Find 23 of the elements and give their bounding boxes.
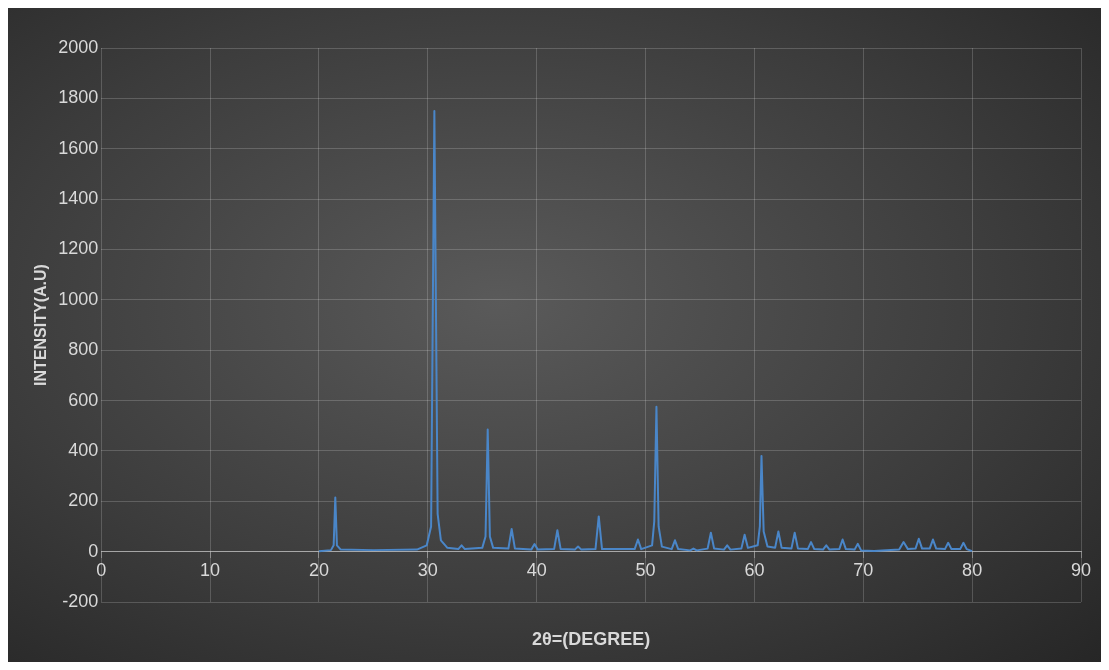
x-tick-label: 20	[308, 560, 329, 581]
y-tick-label: 0	[88, 540, 99, 561]
x-tick-label: 10	[200, 560, 221, 581]
x-tick-label: 40	[526, 560, 547, 581]
y-tick-label: 1800	[58, 87, 99, 108]
y-tick-label: 1000	[58, 288, 99, 309]
y-axis-title: INTENSITY(A.U)	[32, 264, 50, 386]
x-tick-label: 70	[853, 560, 874, 581]
y-tick-label: -200	[62, 590, 99, 611]
y-tick-label: 400	[68, 439, 99, 460]
y-tick-label: 800	[68, 339, 99, 360]
y-tick-label: 1400	[58, 188, 99, 209]
x-tick-label: 60	[744, 560, 765, 581]
y-tick-label: 1600	[58, 137, 99, 158]
y-tick-label: 600	[68, 389, 99, 410]
x-tick-label: 50	[635, 560, 656, 581]
y-tick-label: 1200	[58, 238, 99, 259]
y-tick-label: 200	[68, 490, 99, 511]
y-tick-label: 2000	[58, 36, 99, 57]
x-tick-label: 30	[417, 560, 438, 581]
x-tick-label: 90	[1070, 560, 1092, 581]
x-tick-label: 80	[962, 560, 983, 581]
x-axis-title: 2θ=(DEGREE)	[531, 628, 651, 649]
